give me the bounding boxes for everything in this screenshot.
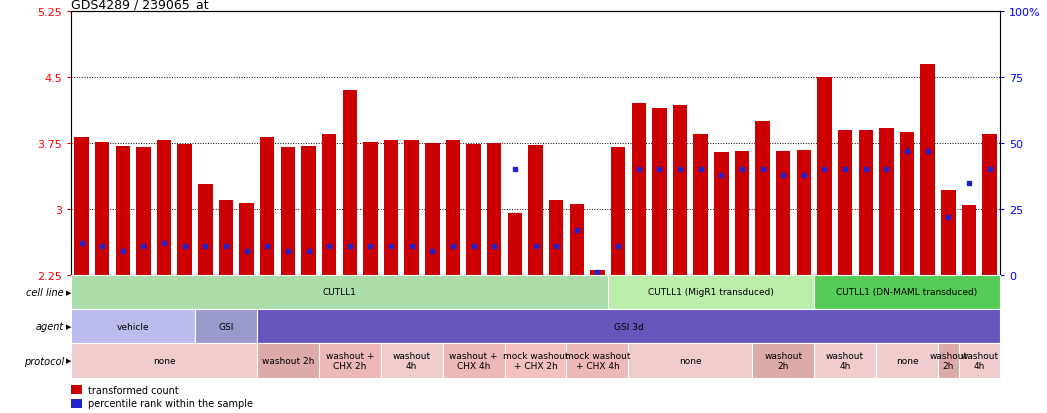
- Text: ▶: ▶: [66, 323, 71, 330]
- Bar: [755, 122, 770, 275]
- Text: cell line: cell line: [26, 287, 64, 297]
- Bar: [281, 148, 295, 275]
- Text: washout 2h: washout 2h: [262, 356, 314, 365]
- Bar: [838, 131, 852, 275]
- Bar: [198, 185, 213, 275]
- Text: percentile rank within the sample: percentile rank within the sample: [88, 398, 253, 408]
- Text: vehicle: vehicle: [117, 322, 150, 331]
- Bar: [508, 214, 522, 275]
- Bar: [714, 152, 729, 275]
- Bar: [673, 106, 687, 275]
- Bar: [74, 138, 89, 275]
- Bar: [384, 141, 398, 275]
- Bar: [425, 144, 440, 275]
- Bar: [219, 201, 233, 275]
- Bar: [487, 144, 502, 275]
- Text: washout
2h: washout 2h: [764, 351, 802, 370]
- Bar: [466, 145, 481, 275]
- Bar: [652, 109, 667, 275]
- Text: GDS4289 / 239065_at: GDS4289 / 239065_at: [71, 0, 208, 11]
- Bar: [982, 135, 997, 275]
- Text: ▶: ▶: [66, 289, 71, 295]
- Text: washout
2h: washout 2h: [930, 351, 967, 370]
- Text: CUTLL1: CUTLL1: [322, 288, 356, 297]
- Bar: [879, 129, 893, 275]
- Bar: [920, 65, 935, 275]
- Bar: [797, 151, 811, 275]
- Text: ▶: ▶: [66, 358, 71, 364]
- Bar: [260, 138, 274, 275]
- Bar: [735, 152, 750, 275]
- Bar: [136, 148, 151, 275]
- Bar: [157, 141, 172, 275]
- Text: protocol: protocol: [24, 356, 64, 366]
- Bar: [570, 204, 584, 275]
- Bar: [302, 146, 316, 275]
- Bar: [631, 103, 646, 275]
- Bar: [859, 131, 873, 275]
- Bar: [549, 201, 563, 275]
- Bar: [240, 203, 253, 275]
- Bar: [178, 145, 192, 275]
- Bar: [363, 143, 378, 275]
- Text: washout
4h: washout 4h: [960, 351, 998, 370]
- Text: washout +
CHX 2h: washout + CHX 2h: [326, 351, 374, 370]
- Bar: [342, 91, 357, 275]
- Text: washout
4h: washout 4h: [393, 351, 430, 370]
- Text: washout +
CHX 4h: washout + CHX 4h: [449, 351, 498, 370]
- Bar: [818, 78, 831, 275]
- Text: none: none: [895, 356, 918, 365]
- Bar: [321, 135, 336, 275]
- Bar: [404, 141, 419, 275]
- Bar: [529, 145, 542, 275]
- Bar: [610, 148, 625, 275]
- Text: GSI 3d: GSI 3d: [614, 322, 643, 331]
- Bar: [693, 135, 708, 275]
- Bar: [95, 143, 109, 275]
- Text: none: none: [153, 356, 176, 365]
- Text: transformed count: transformed count: [88, 385, 179, 395]
- Bar: [591, 271, 605, 275]
- Bar: [776, 152, 790, 275]
- Bar: [899, 132, 914, 275]
- Bar: [446, 141, 461, 275]
- Text: washout
4h: washout 4h: [826, 351, 864, 370]
- Bar: [115, 146, 130, 275]
- Text: GSI: GSI: [218, 322, 233, 331]
- Text: mock washout
+ CHX 4h: mock washout + CHX 4h: [564, 351, 630, 370]
- Text: none: none: [680, 356, 701, 365]
- Text: CUTLL1 (DN-MAML transduced): CUTLL1 (DN-MAML transduced): [837, 288, 978, 297]
- Text: mock washout
+ CHX 2h: mock washout + CHX 2h: [503, 351, 569, 370]
- Text: agent: agent: [36, 321, 64, 332]
- Bar: [941, 190, 956, 275]
- Text: CUTLL1 (MigR1 transduced): CUTLL1 (MigR1 transduced): [648, 288, 774, 297]
- Bar: [962, 205, 976, 275]
